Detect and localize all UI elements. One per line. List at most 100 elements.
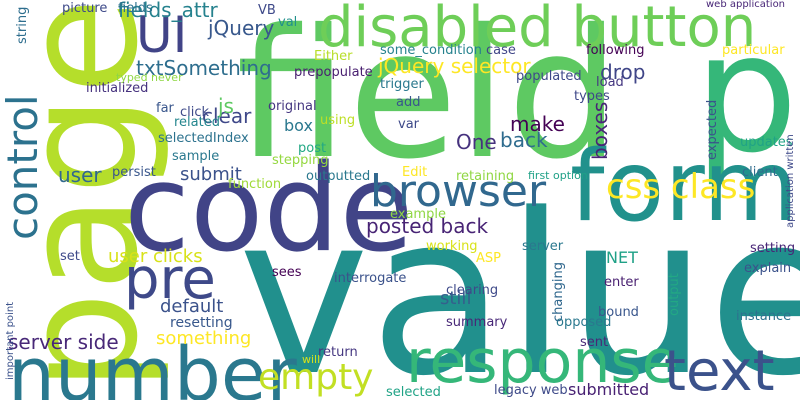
word-still: still — [440, 288, 472, 309]
word-updates: updates — [740, 135, 793, 150]
word-back: back — [500, 128, 548, 152]
word-clearing: clearing — [446, 283, 499, 298]
word-instance: instance — [736, 309, 792, 324]
word-css-class: css class — [606, 167, 756, 207]
word-text: text — [664, 339, 775, 400]
word-server-side: server side — [8, 330, 119, 354]
word-expected: expected — [705, 99, 720, 160]
word-fields-attr: fields_attr — [118, 0, 218, 22]
word-asp: ASP — [476, 251, 501, 266]
word-net: NET — [606, 248, 638, 267]
word-field: field — [236, 0, 621, 198]
word-boxes: boxes — [588, 101, 612, 160]
word-outputted: outputted — [306, 169, 371, 184]
word-var: var — [398, 117, 420, 132]
word-application-written: application written — [785, 134, 796, 228]
word-return: return — [318, 345, 358, 360]
word-will: will — [302, 353, 321, 366]
word-browser: browser — [370, 166, 547, 217]
word-value: value — [238, 167, 800, 400]
word-load: load — [596, 75, 624, 90]
word-populated: populated — [516, 69, 582, 84]
word-string: string — [15, 6, 30, 44]
word-posted-back: posted back — [366, 214, 489, 238]
word-initialized: initialized — [86, 81, 149, 96]
word-trigger: trigger — [380, 77, 424, 92]
word-fields: fields — [118, 1, 153, 16]
word-selectedindex: selectedIndex — [158, 131, 249, 146]
word-legacy-web: legacy web — [494, 383, 568, 398]
word-types: types — [574, 89, 610, 104]
word-response: response — [406, 327, 679, 397]
word-using: using — [320, 113, 356, 128]
word-val: val — [278, 15, 298, 30]
word-edit: Edit — [402, 165, 428, 180]
word-sent: sent — [580, 335, 609, 350]
word-picture: picture — [62, 1, 108, 16]
word-p: p — [694, 0, 799, 189]
word-following: following — [586, 43, 645, 58]
word-bound: bound — [598, 305, 639, 320]
word-make: make — [510, 112, 565, 136]
word-persist: persist — [112, 165, 156, 180]
word-some-condition: some_condition — [380, 43, 482, 58]
word-post: post — [298, 141, 327, 156]
word-example: example — [390, 207, 446, 222]
word-box: box — [284, 116, 313, 135]
word-far: far — [156, 101, 174, 116]
word-important-point: important point — [5, 301, 16, 380]
word-related: related — [174, 115, 220, 130]
word-jquery: jQuery — [208, 16, 275, 40]
word-one: One — [456, 130, 497, 154]
word-prepopulate: prepopulate — [294, 65, 373, 80]
word-changing: changing — [551, 262, 566, 322]
word-pre: pre — [124, 247, 216, 312]
word-working: working — [426, 239, 478, 254]
word-submitted: submitted — [568, 380, 650, 399]
word-jquery-selector: jQuery selector — [378, 54, 531, 78]
word-empty: empty — [258, 357, 374, 398]
word-function: function — [228, 177, 282, 192]
word-something: something — [156, 328, 252, 349]
word-server: server — [522, 239, 564, 254]
word-client: client — [742, 165, 778, 180]
word-code: code — [124, 140, 414, 279]
word-click: click — [180, 105, 210, 120]
word-form: form — [570, 130, 799, 244]
word-js: js — [218, 94, 234, 118]
word-add: add — [396, 95, 421, 110]
word-set: set — [60, 249, 80, 264]
word-either: Either — [314, 49, 353, 64]
word-retaining: retaining — [456, 169, 515, 184]
word-resetting: resetting — [170, 315, 233, 331]
word-selected: selected — [386, 385, 441, 400]
word-txtsomething: txtSomething — [136, 56, 272, 80]
word-output: output — [667, 273, 682, 316]
word-summary: summary — [446, 315, 508, 330]
word-submit: submit — [180, 164, 242, 185]
word-enter: enter — [604, 275, 639, 290]
word-interrogate: interrogate — [334, 271, 407, 286]
word-clear: clear — [202, 104, 252, 128]
word-control: control — [0, 94, 47, 240]
word-typed-never: typed never — [116, 71, 183, 84]
word-setting: setting — [750, 241, 796, 256]
word-user: user — [58, 163, 102, 187]
word-default: default — [160, 296, 224, 317]
word-original: original — [268, 99, 317, 114]
word-sample: sample — [172, 149, 220, 164]
word-disabled-button: disabled button — [318, 0, 757, 60]
word-stepping: stepping — [272, 153, 329, 168]
word-sees: sees — [272, 265, 302, 280]
word-particular: particular — [722, 43, 785, 58]
word-explain: explain — [744, 261, 792, 276]
word-first-option: first option — [528, 169, 588, 182]
word-opposed: opposed — [556, 315, 612, 330]
word-web-application: web application — [706, 0, 786, 10]
word-drop: drop — [600, 60, 646, 84]
word-case: case — [486, 43, 516, 58]
word-user-clicks: user clicks — [108, 246, 203, 267]
word-ui: UI — [136, 6, 188, 64]
word-number: number — [8, 332, 297, 400]
